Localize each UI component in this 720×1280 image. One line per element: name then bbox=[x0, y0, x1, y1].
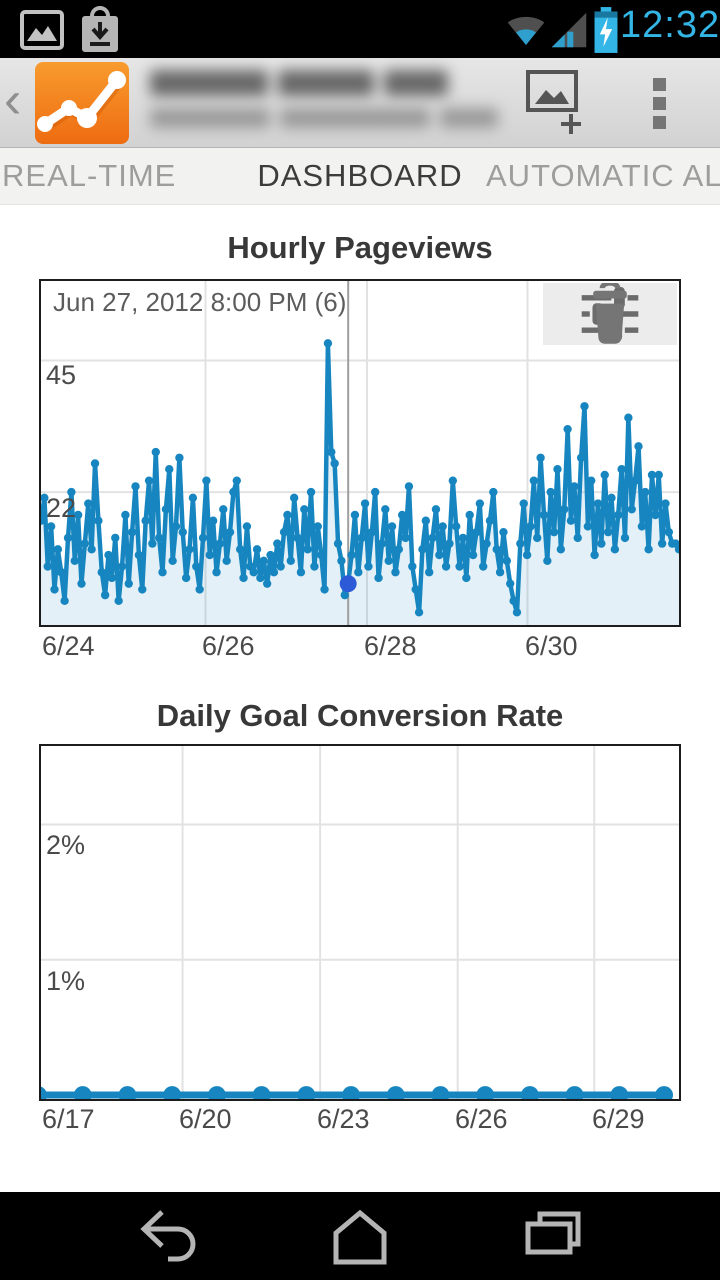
app-logo[interactable] bbox=[35, 62, 129, 144]
x-axis-tick-label: 6/24 bbox=[42, 631, 95, 661]
selected-point-label: Jun 27, 2012 8:00 PM (6) bbox=[53, 287, 347, 317]
y-axis-tick-2pct: 2% bbox=[46, 830, 86, 860]
y-axis-tick-45: 45 bbox=[46, 360, 77, 390]
recents-button[interactable] bbox=[520, 1206, 584, 1266]
analytics-logo-icon bbox=[37, 71, 126, 132]
battery-charging-icon bbox=[594, 7, 618, 53]
x-axis-tick-label: 6/20 bbox=[179, 1104, 232, 1134]
hourly-line-plot bbox=[41, 281, 679, 625]
daily-goal-conversion-chart[interactable]: 2% 1% bbox=[39, 744, 681, 1101]
add-widget-button[interactable] bbox=[524, 68, 588, 138]
tab-bar: REAL-TIME DASHBOARD AUTOMATIC ALERTS bbox=[0, 148, 720, 205]
tab-real-time[interactable]: REAL-TIME bbox=[2, 158, 177, 193]
chart-toolbar bbox=[543, 283, 677, 345]
home-button[interactable] bbox=[328, 1206, 392, 1266]
back-button[interactable] bbox=[136, 1206, 200, 1266]
daily-line-plot bbox=[41, 746, 679, 1099]
trash-button[interactable] bbox=[543, 283, 677, 345]
x-axis-tick-label: 6/23 bbox=[317, 1104, 370, 1134]
daily-x-axis-labels: 6/17 6/20 6/23 6/26 6/29 bbox=[40, 1104, 700, 1140]
x-axis-tick-label: 6/26 bbox=[455, 1104, 508, 1134]
clock: 12:32 bbox=[620, 4, 720, 46]
y-axis-tick-22: 22 bbox=[46, 493, 77, 523]
blurred-account-name bbox=[150, 70, 448, 96]
y-axis-tick-1pct: 1% bbox=[46, 966, 86, 996]
x-axis-tick-label: 6/26 bbox=[202, 631, 255, 661]
x-axis-tick-label: 6/17 bbox=[42, 1104, 95, 1134]
overflow-menu-button[interactable] bbox=[648, 76, 672, 132]
tab-automatic-alerts[interactable]: AUTOMATIC ALERTS bbox=[486, 158, 720, 193]
x-axis-tick-label: 6/30 bbox=[525, 631, 578, 661]
chart-title-hourly-pageviews: Hourly Pageviews bbox=[227, 230, 493, 265]
download-notification-icon bbox=[82, 6, 118, 52]
blurred-account-url bbox=[150, 108, 498, 128]
status-bar: 12:32 bbox=[0, 0, 720, 58]
action-bar: ‹ bbox=[0, 58, 720, 148]
x-axis-tick-label: 6/29 bbox=[592, 1104, 645, 1134]
wifi-icon bbox=[507, 16, 545, 45]
tab-dashboard[interactable]: DASHBOARD bbox=[257, 158, 463, 193]
screenshot-notification-icon bbox=[20, 10, 64, 50]
x-axis-tick-label: 6/28 bbox=[364, 631, 417, 661]
navigation-bar bbox=[0, 1192, 720, 1280]
signal-icon bbox=[551, 12, 587, 48]
hourly-pageviews-chart[interactable]: Jun 27, 2012 8:00 PM (6) 45 22 bbox=[39, 279, 681, 627]
up-caret-icon[interactable]: ‹ bbox=[4, 71, 22, 129]
hourly-x-axis-labels: 6/24 6/26 6/28 6/30 bbox=[40, 631, 700, 667]
chart-title-daily-goal-conversion: Daily Goal Conversion Rate bbox=[156, 698, 564, 733]
